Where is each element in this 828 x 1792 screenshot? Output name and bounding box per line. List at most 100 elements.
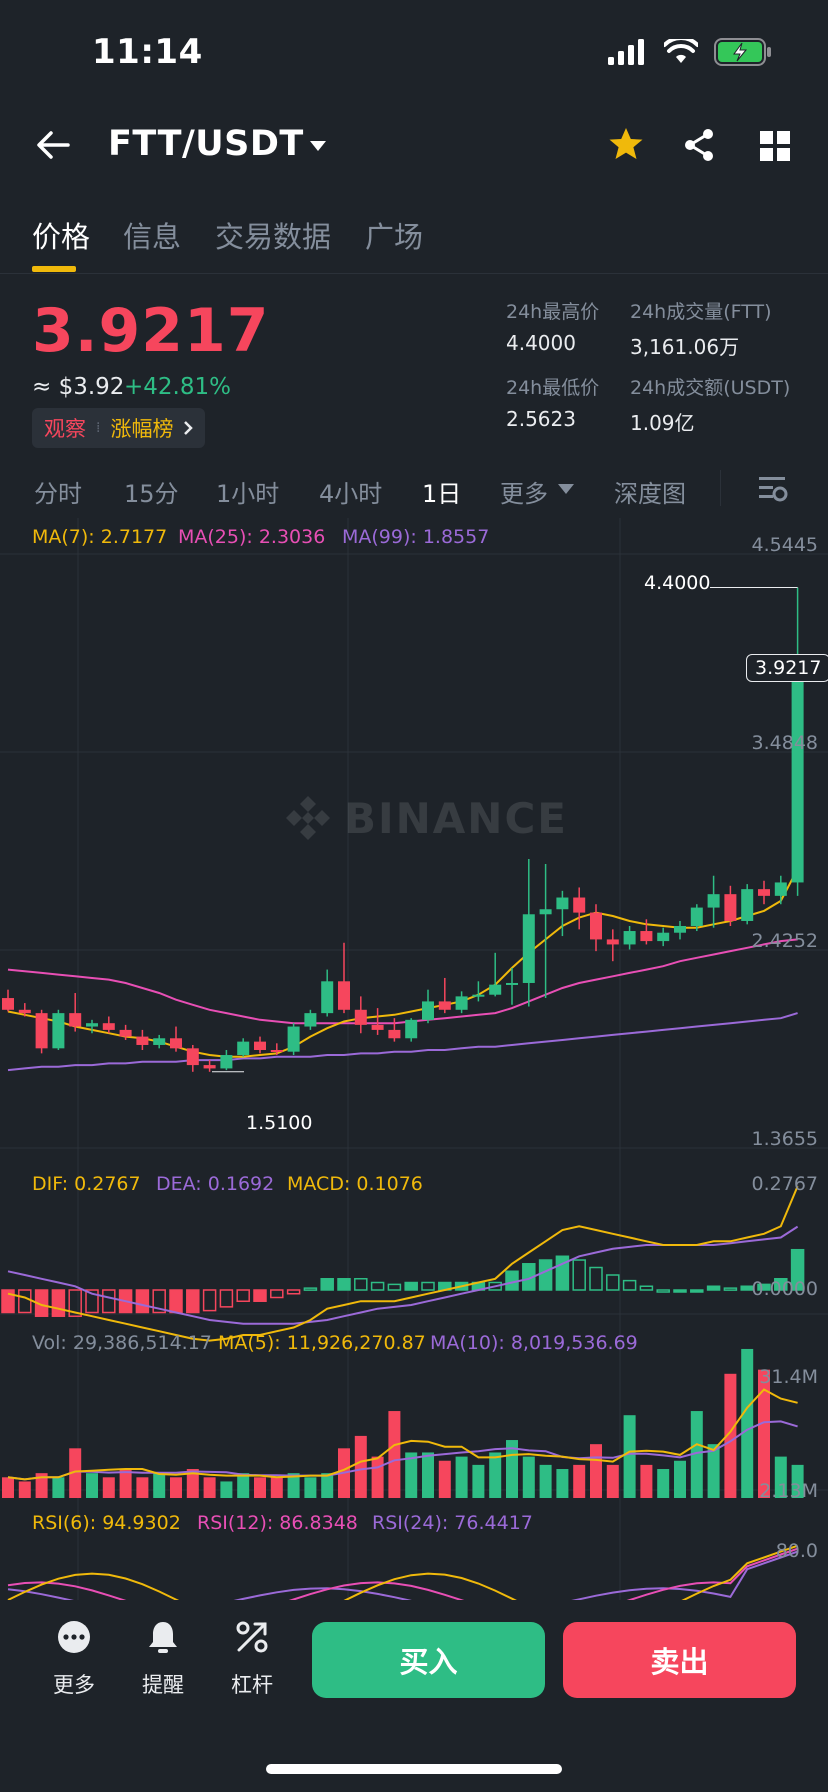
tab-trade-data[interactable]: 交易数据 <box>215 220 332 254</box>
stat-low-label: 24h最低价 <box>506 377 600 399</box>
volume-bar <box>321 1473 334 1498</box>
sell-button[interactable]: 卖出 <box>563 1622 796 1698</box>
volume-bar <box>455 1456 468 1498</box>
caret-down-icon[interactable] <box>308 139 328 153</box>
rsi12-line <box>7 1547 798 1600</box>
candle-body <box>573 897 586 913</box>
status-time: 11:14 <box>92 32 203 72</box>
stat-amount-value: 1.09亿 <box>630 411 695 435</box>
candle-body <box>606 939 619 945</box>
stat-low-value: 2.5623 <box>506 407 576 431</box>
macd-bar <box>303 1287 318 1291</box>
candle-body <box>405 1019 418 1039</box>
leverage-action[interactable]: 杠杆 <box>212 1620 292 1699</box>
timeframe-1h[interactable]: 1小时 <box>216 480 280 508</box>
timeframe-more[interactable]: 更多 <box>500 480 548 508</box>
battery-charging-icon <box>714 38 771 66</box>
stat-volume-value: 3,161.06万 <box>630 335 740 359</box>
timeframe-15m[interactable]: 15分 <box>124 480 179 508</box>
kline-chart[interactable] <box>0 518 828 1600</box>
macd-bar <box>51 1289 66 1317</box>
ma25-line <box>7 938 798 1025</box>
volume-bar <box>237 1473 250 1498</box>
tab-price[interactable]: 价格 <box>32 220 91 254</box>
volume-bar <box>388 1411 401 1498</box>
macd-bar <box>169 1289 183 1314</box>
tag-box[interactable]: 观察 ⁞ 涨幅榜 <box>32 408 206 448</box>
candle-body <box>287 1026 300 1052</box>
candle-body <box>220 1055 233 1069</box>
tab-square[interactable]: 广场 <box>365 220 424 254</box>
macd-bar <box>757 1283 771 1291</box>
volume-bar <box>590 1444 602 1498</box>
star-favorite-icon[interactable] <box>608 127 644 161</box>
candle-body <box>170 1038 182 1049</box>
rsi-axis-80: 80.0 <box>775 1540 818 1562</box>
timeframe-4h[interactable]: 4小时 <box>319 480 383 508</box>
vol-axis-bottom: 2.13M <box>759 1480 818 1502</box>
volume-bar <box>774 1456 787 1498</box>
alert-label: 提醒 <box>142 1673 184 1697</box>
timeframe-depth[interactable]: 深度图 <box>614 480 686 508</box>
macd-bar <box>320 1278 334 1291</box>
timeframe-realtime[interactable]: 分时 <box>34 480 82 508</box>
volume-bar <box>52 1477 65 1498</box>
macd-bar <box>706 1285 721 1291</box>
tag-observe: 观察 <box>44 417 86 441</box>
candle-body <box>354 1009 367 1025</box>
candle-body <box>52 1013 65 1049</box>
volume-bar <box>354 1435 367 1498</box>
grid-layout-icon[interactable] <box>760 131 790 161</box>
volume-bar <box>690 1411 703 1498</box>
pair-title[interactable]: FTT/USDT <box>108 124 304 164</box>
volume-bar <box>287 1473 300 1498</box>
candle-body <box>455 996 468 1010</box>
vol-ma10-line <box>7 1420 798 1481</box>
volume-bar <box>2 1477 14 1498</box>
macd-bar <box>219 1289 234 1308</box>
watermark-text: BINANCE <box>344 793 568 843</box>
rsi24-label: RSI(24): 76.4417 <box>372 1512 533 1534</box>
more-caret-icon[interactable] <box>557 483 575 495</box>
more-action[interactable]: 更多 <box>34 1620 114 1699</box>
candle-body <box>86 1023 98 1027</box>
candle-body <box>338 981 350 1010</box>
buy-button[interactable]: 买入 <box>312 1622 545 1698</box>
stat-volume-label: 24h成交量(FTT) <box>630 301 772 323</box>
candle-body <box>556 897 569 910</box>
macd-bar <box>236 1289 250 1302</box>
volume-bar <box>422 1452 434 1498</box>
rsi24-line <box>7 1550 798 1600</box>
chart-settings-icon[interactable] <box>758 474 788 504</box>
back-arrow-icon[interactable] <box>36 130 70 160</box>
volume-bar <box>186 1469 199 1498</box>
candle-body <box>522 914 535 983</box>
macd-bar <box>85 1289 99 1314</box>
candle-body <box>741 889 754 921</box>
tab-info[interactable]: 信息 <box>123 220 182 254</box>
candle-body <box>724 894 737 921</box>
candle-body <box>690 907 703 927</box>
macd-bar <box>774 1278 788 1291</box>
volume-bar <box>522 1456 535 1498</box>
volume-bar <box>18 1481 31 1498</box>
status-icons <box>608 38 772 66</box>
tag-separator: ⁞ <box>96 420 101 436</box>
volume-bar <box>438 1460 451 1498</box>
candle-body <box>186 1048 199 1066</box>
volume-bar <box>86 1473 98 1498</box>
dea-label: DEA: 0.1692 <box>156 1173 275 1195</box>
timeframe-1d[interactable]: 1日 <box>422 480 462 508</box>
share-icon[interactable] <box>682 128 716 162</box>
macd-label: MACD: 0.1076 <box>287 1173 423 1195</box>
stat-amount-label: 24h成交额(USDT) <box>630 377 791 399</box>
percent-leverage-icon <box>236 1621 268 1653</box>
alert-action[interactable]: 提醒 <box>123 1620 203 1699</box>
volume-bar <box>371 1456 384 1498</box>
candle-body <box>707 894 720 908</box>
volume-bar <box>153 1473 166 1498</box>
candle-body <box>18 1009 31 1014</box>
candle-body <box>539 909 552 915</box>
volume-bar <box>254 1477 266 1498</box>
macd-bar <box>337 1278 351 1291</box>
